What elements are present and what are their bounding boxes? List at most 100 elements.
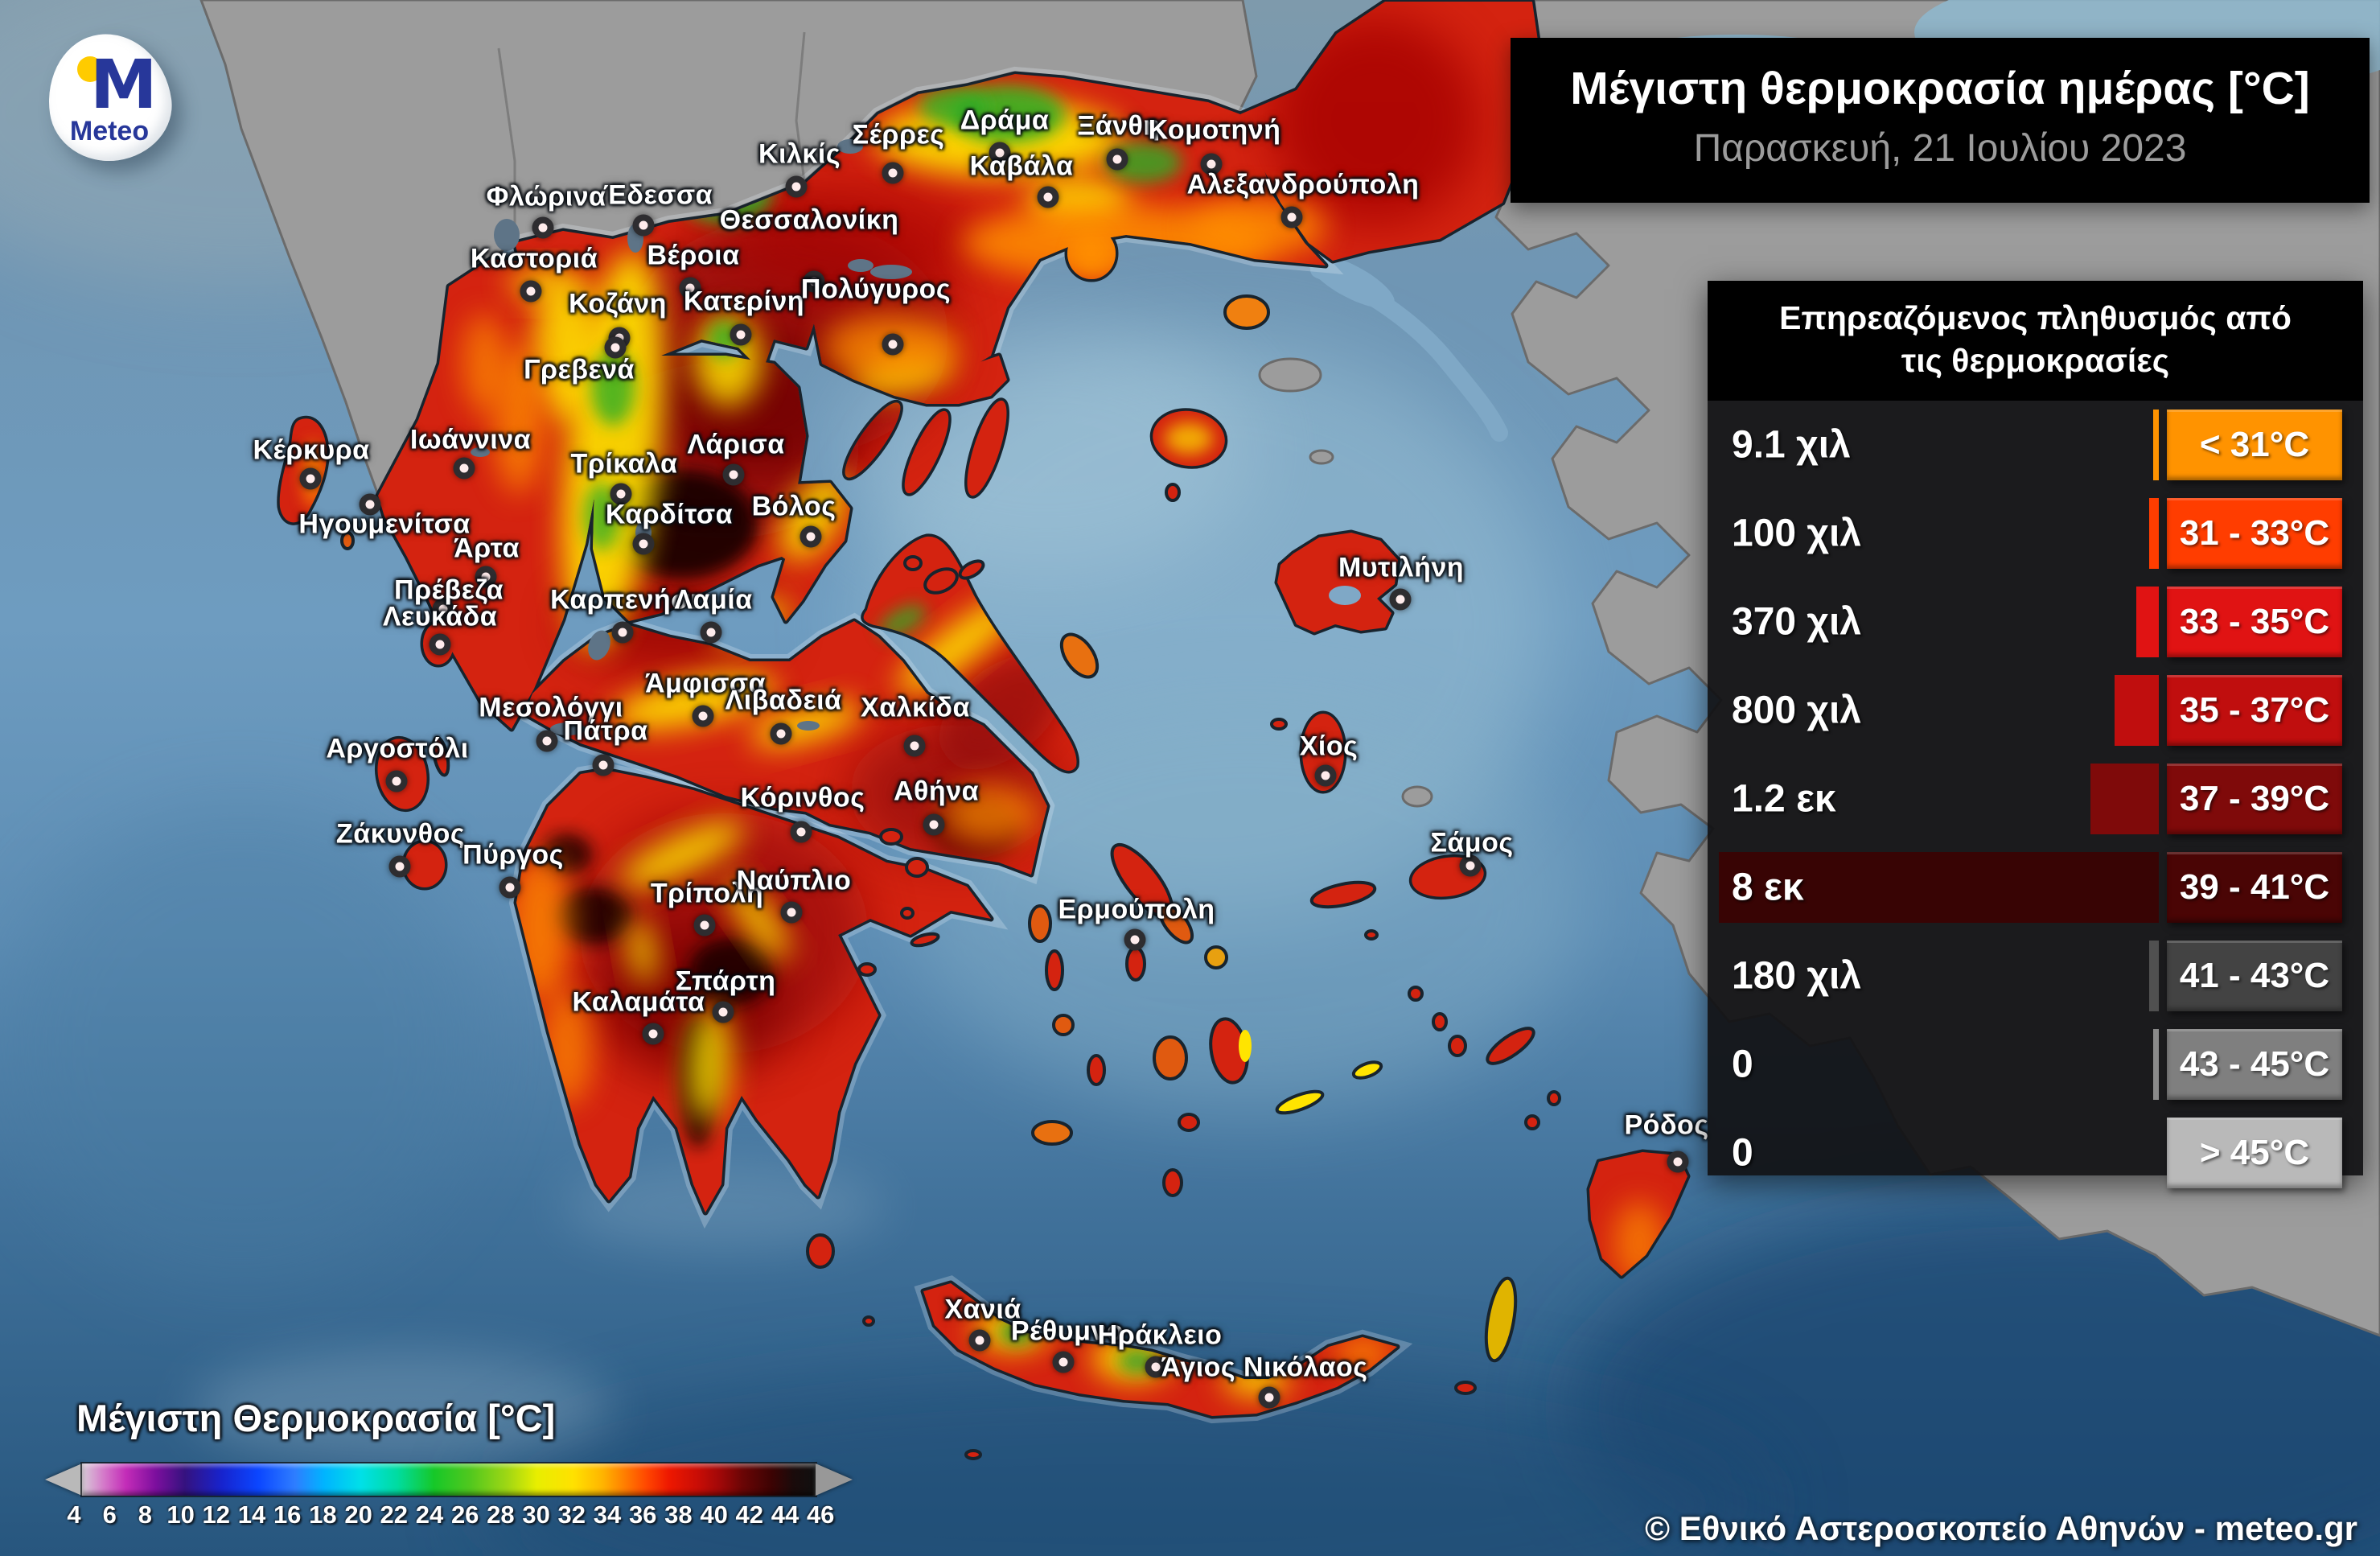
city-dot-icon bbox=[388, 855, 411, 878]
city-label: Σέρρες bbox=[852, 119, 945, 150]
city-dot-icon bbox=[700, 621, 722, 644]
city-label: Αργοστόλι bbox=[326, 733, 469, 764]
city-dot-icon bbox=[536, 730, 558, 752]
city-dot-icon bbox=[722, 463, 745, 486]
title-box: Μέγιστη θερμοκρασία ημέρας [°C] Παρασκευ… bbox=[1511, 38, 2370, 203]
city-dot-icon bbox=[475, 566, 497, 588]
legend-row: 100 χιλ 31 - 33°C bbox=[1708, 489, 2363, 578]
colorbar-ticks: 4 6 8 10 12 14 16 18 20 22 24 26 28 30 32 34 36 38 40 42 44 4… bbox=[46, 1500, 862, 1533]
city-label: Πρέβεζα bbox=[394, 574, 504, 606]
legend-row: 800 χιλ 35 - 37°C bbox=[1708, 666, 2363, 755]
population-value: 9.1 χιλ bbox=[1732, 423, 1851, 467]
city-label: Λευκάδα bbox=[382, 601, 498, 632]
small-islands bbox=[340, 294, 1561, 1460]
city-dot-icon bbox=[780, 901, 803, 924]
population-bar-icon bbox=[2115, 674, 2159, 746]
city-label: Χανιά bbox=[944, 1294, 1021, 1325]
map-date-subtitle: Παρασκευή, 21 Ιουλίου 2023 bbox=[1693, 127, 2187, 170]
temperature-range-box: 31 - 33°C bbox=[2167, 497, 2342, 569]
city-dot-icon bbox=[1124, 928, 1146, 951]
city-label: Πολύγυρος bbox=[800, 274, 952, 305]
population-value: 0 bbox=[1732, 1131, 1753, 1175]
city-label: Γρεβενά bbox=[524, 354, 635, 385]
city-dot-icon bbox=[693, 914, 716, 936]
city-dot-icon bbox=[1200, 153, 1223, 175]
city-label: Τρίκαλα bbox=[570, 448, 678, 480]
city-label: Καβάλα bbox=[969, 150, 1074, 182]
city-label: Κιλκίς bbox=[758, 138, 841, 170]
city-dot-icon bbox=[785, 175, 808, 198]
city-dot-icon bbox=[520, 280, 542, 303]
city-dot-icon bbox=[1037, 186, 1059, 208]
city-label: Πύργος bbox=[462, 839, 564, 871]
city-dot-icon bbox=[611, 621, 634, 644]
city-dot-icon bbox=[604, 336, 627, 359]
city-label: Αθήνα bbox=[893, 776, 980, 807]
population-bar-icon bbox=[2136, 586, 2159, 657]
city-dot-icon bbox=[429, 633, 451, 656]
temperature-range-box: 41 - 43°C bbox=[2167, 940, 2342, 1011]
population-value: 370 χιλ bbox=[1732, 600, 1862, 644]
colorbar-tick-label: 20 bbox=[344, 1500, 372, 1529]
colorbar-tick-label: 46 bbox=[806, 1500, 835, 1529]
temperature-range-box: 43 - 45°C bbox=[2167, 1028, 2342, 1100]
city-label: Ηράκλειο bbox=[1097, 1319, 1223, 1351]
city-dot-icon bbox=[923, 813, 945, 836]
city-dot-icon bbox=[712, 1001, 734, 1023]
city-dot-icon bbox=[1145, 1356, 1167, 1378]
temperature-range-box: > 45°C bbox=[2167, 1117, 2342, 1188]
colorbar-tick-label: 34 bbox=[593, 1500, 622, 1529]
population-bar-icon bbox=[2149, 940, 2159, 1011]
city-dot-icon bbox=[882, 333, 904, 356]
population-legend-panel: Επηρεαζόμενος πληθυσμός από τις θερμοκρα… bbox=[1708, 281, 2363, 1188]
city-dot-icon bbox=[642, 1023, 664, 1045]
city-dot-icon bbox=[632, 533, 655, 555]
temperature-range-box: 35 - 37°C bbox=[2167, 674, 2342, 746]
city-label: Καλαμάτα bbox=[572, 986, 705, 1018]
population-value: 8 εκ bbox=[1732, 866, 1804, 909]
city-dot-icon bbox=[679, 277, 701, 299]
city-dot-icon bbox=[385, 770, 408, 792]
colorbar-title: Μέγιστη Θερμοκρασία [°C] bbox=[76, 1397, 556, 1439]
city-dot-icon bbox=[790, 821, 812, 843]
city-label: Ηγουμενίτσα bbox=[298, 508, 471, 540]
city-dot-icon bbox=[610, 483, 632, 505]
city-label: Κόρινθος bbox=[740, 782, 865, 813]
legend-row: 180 χιλ 41 - 43°C bbox=[1708, 932, 2363, 1020]
city-label: Κομοτηνή bbox=[1148, 114, 1281, 146]
population-bar-icon bbox=[2153, 409, 2159, 480]
colorbar-tick-label: 12 bbox=[202, 1500, 231, 1529]
city-label: Κατερίνη bbox=[683, 286, 805, 317]
temperature-range-box: 37 - 39°C bbox=[2167, 763, 2342, 834]
city-label: Τρίπολη bbox=[650, 878, 764, 909]
legend-row: 8 εκ 39 - 41°C bbox=[1708, 843, 2363, 932]
city-dot-icon bbox=[1106, 148, 1128, 171]
city-label: Μυτιλήνη bbox=[1338, 552, 1465, 583]
city-label: Δράμα bbox=[960, 105, 1050, 136]
colorbar-tick-label: 8 bbox=[138, 1500, 153, 1529]
city-dot-icon bbox=[903, 735, 926, 757]
city-dot-icon bbox=[432, 598, 454, 620]
city-label: Καρδίτσα bbox=[605, 499, 734, 530]
colorbar-tick-label: 24 bbox=[415, 1500, 444, 1529]
city-label: Λάρισα bbox=[687, 429, 785, 460]
population-bar-icon bbox=[2149, 497, 2159, 569]
population-value: 180 χιλ bbox=[1732, 954, 1862, 998]
legend-header-line1: Επηρεαζόμενος πληθυσμός από bbox=[1779, 299, 2292, 336]
city-label: Σπάρτη bbox=[675, 965, 776, 997]
city-dot-icon bbox=[989, 142, 1011, 164]
legend-row: 0 43 - 45°C bbox=[1708, 1020, 2363, 1109]
colorbar-tick-label: 40 bbox=[700, 1500, 728, 1529]
colorbar-tick-label: 18 bbox=[309, 1500, 337, 1529]
legend-row: 9.1 χιλ < 31°C bbox=[1708, 401, 2363, 489]
city-label: Κέρκυρα bbox=[253, 434, 370, 466]
colorbar-tick-label: 36 bbox=[628, 1500, 657, 1529]
city-label: Έδεσσα bbox=[602, 179, 713, 211]
city-dot-icon bbox=[1280, 206, 1303, 228]
city-dot-icon bbox=[592, 754, 615, 776]
map-title: Μέγιστη θερμοκρασία ημέρας [°C] bbox=[1570, 63, 2310, 114]
population-value: 100 χιλ bbox=[1732, 512, 1862, 555]
city-dot-icon bbox=[1459, 854, 1482, 877]
temperature-colorbar: Μέγιστη Θερμοκρασία [°C] 4 6 8 10 12 14 16 18 20… bbox=[45, 1396, 862, 1537]
